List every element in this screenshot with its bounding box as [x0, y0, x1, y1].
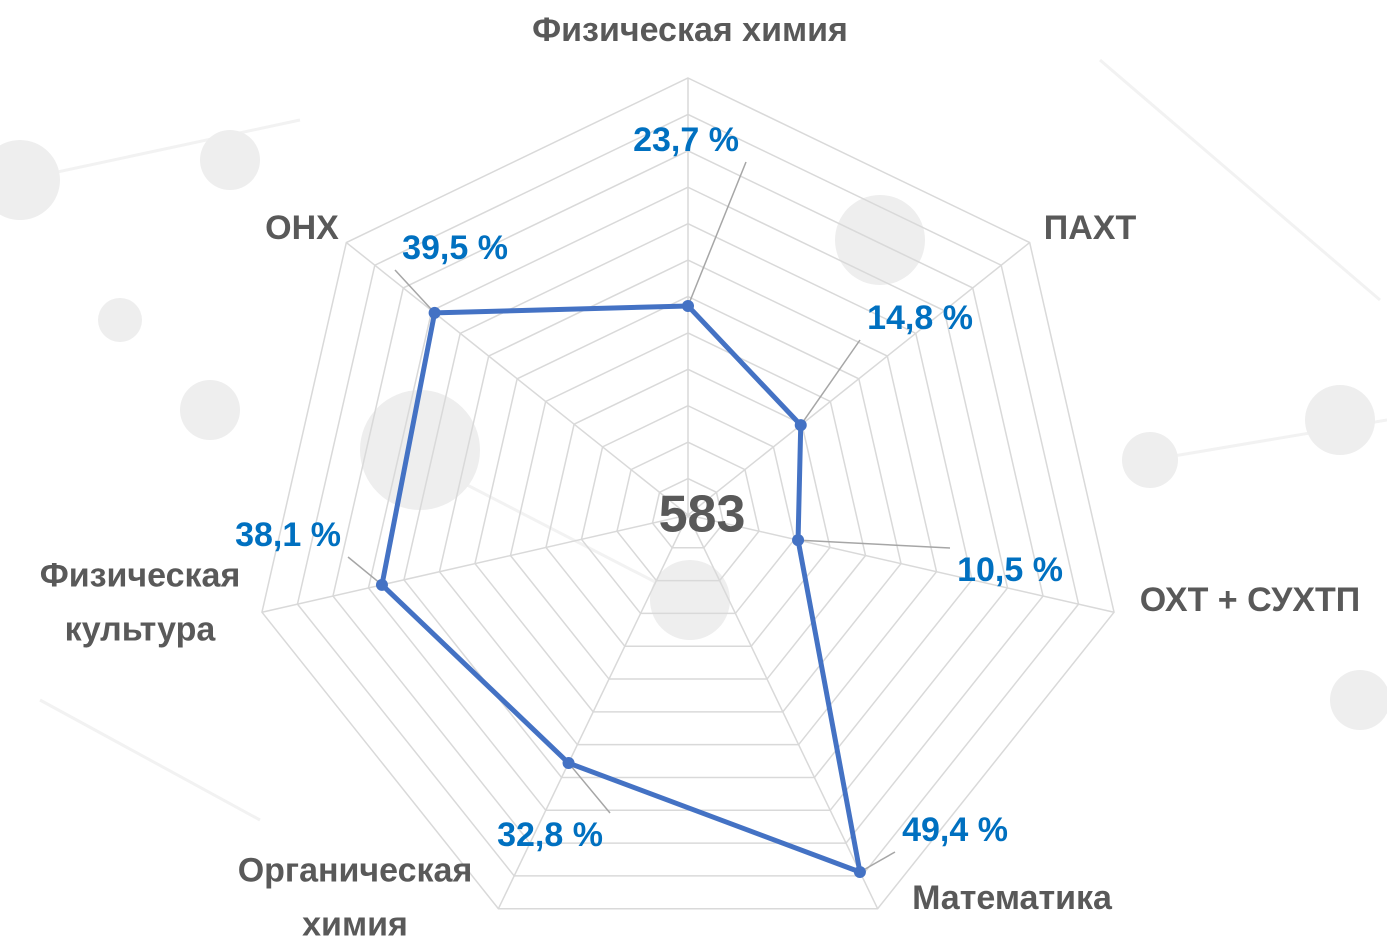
background-network — [0, 58, 1387, 822]
category-label: Математика — [912, 878, 1112, 917]
data-point — [562, 757, 575, 770]
data-point — [682, 299, 694, 312]
grid-ring — [403, 222, 973, 779]
data-point — [375, 578, 388, 591]
value-label: 14,8 % — [867, 298, 973, 337]
leader-line — [394, 269, 436, 314]
leader-line — [800, 339, 861, 426]
grid-ring — [616, 441, 760, 582]
data-point — [792, 534, 805, 547]
grid-ring — [580, 404, 796, 615]
series-line — [379, 303, 863, 875]
value-label: 32,8 % — [497, 815, 603, 854]
category-label: ОХТ + СУХТП — [1139, 580, 1361, 619]
grid-ring — [261, 77, 1115, 910]
spoke — [497, 514, 689, 910]
spoke — [687, 514, 1115, 613]
grid-ring — [545, 368, 831, 647]
category-label: ОНХ — [265, 208, 339, 247]
grid-ring — [296, 113, 1080, 877]
category-label: Физическая культура — [39, 556, 241, 649]
leader-line — [859, 851, 896, 873]
leader-line — [347, 556, 383, 586]
grid-ring — [474, 295, 902, 713]
grid-ring — [651, 477, 725, 549]
leader-line — [798, 539, 951, 549]
category-label: Органическая химия — [237, 851, 473, 944]
spoke — [687, 514, 879, 910]
grid-ring — [509, 332, 867, 680]
data-point — [428, 306, 441, 319]
data-point — [794, 419, 807, 432]
leader-line — [567, 762, 611, 814]
value-label: 49,4 % — [902, 810, 1008, 849]
value-label: 10,5 % — [957, 550, 1063, 589]
data-point — [853, 865, 866, 878]
spoke — [261, 514, 689, 613]
value-label: 39,5 % — [402, 228, 508, 267]
category-label: ПАХТ — [1043, 208, 1137, 247]
grid-ring — [438, 259, 938, 746]
value-label: 38,1 % — [235, 515, 341, 554]
spoke — [687, 241, 1031, 516]
leader-line — [687, 161, 747, 307]
spoke — [345, 241, 689, 516]
center-label: 583 — [658, 485, 746, 544]
value-label: 23,7 % — [633, 120, 739, 159]
grid-ring — [332, 150, 1044, 844]
category-label: Физическая химия — [532, 10, 848, 49]
